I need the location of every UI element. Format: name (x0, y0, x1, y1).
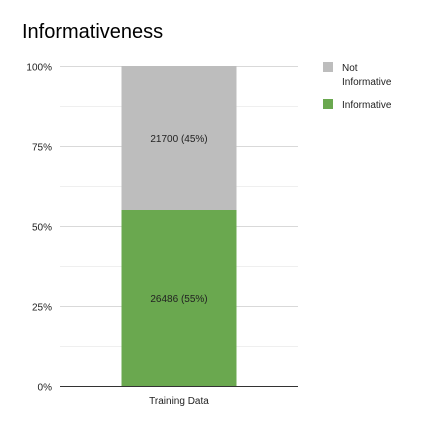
y-tick-label: 50% (32, 223, 52, 234)
legend-item: Informative (323, 99, 392, 111)
y-tick-label: 25% (32, 303, 52, 314)
x-tick-label: Training Data (149, 396, 209, 407)
y-tick-label: 100% (26, 63, 52, 74)
y-tick-label: 75% (32, 143, 52, 154)
chart-title: Informativeness (22, 21, 164, 43)
bars: 26486 (55%) 21700 (45%) (121, 66, 237, 386)
legend-item: Not Informative (323, 62, 392, 88)
data-label: 26486 (55%) (150, 294, 207, 305)
legend-swatch (323, 62, 333, 72)
y-axis-tick-labels: 0% 25% 50% 75% 100% (26, 63, 52, 394)
legend-label: Informative (342, 100, 392, 111)
legend-label: Not (342, 63, 358, 74)
data-label: 21700 (45%) (150, 134, 207, 145)
y-tick-label: 0% (38, 383, 53, 394)
legend-swatch (323, 99, 333, 109)
legend: Not Informative Informative (323, 62, 392, 111)
bar-segment-informative (121, 210, 237, 386)
bar-segment-not-informative (121, 66, 237, 210)
legend-label: Informative (342, 77, 392, 88)
